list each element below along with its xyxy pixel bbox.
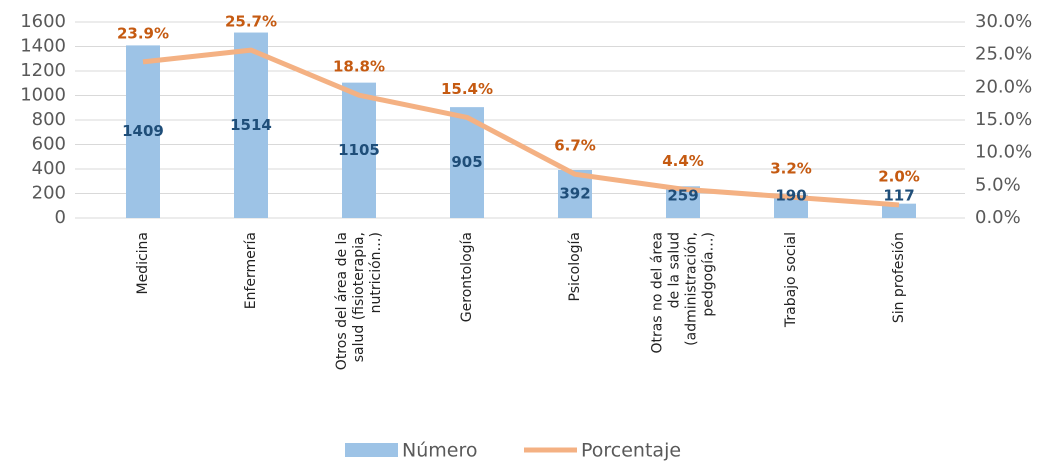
bar: [126, 45, 160, 219]
y2-tick-label: 5.0%: [975, 174, 1021, 195]
line-value-label: 3.2%: [770, 160, 812, 178]
x-tick-label: Medicina: [135, 232, 151, 295]
y2-tick-label: 15.0%: [975, 109, 1032, 130]
y-tick-label: 1200: [20, 60, 66, 81]
bar: [234, 32, 268, 218]
y-tick-label: 1600: [20, 11, 66, 32]
y-tick-label: 1000: [20, 85, 66, 106]
line-value-label: 15.4%: [441, 80, 493, 98]
bar: [342, 82, 376, 218]
bar-value-label: 1105: [338, 141, 380, 159]
y-tick-label: 800: [32, 109, 66, 130]
x-tick-label: Trabajo social: [783, 232, 799, 328]
line-value-label: 25.7%: [225, 13, 277, 31]
line: [142, 47, 900, 208]
line-value-label: 2.0%: [878, 167, 920, 185]
y-tick-label: 200: [32, 183, 66, 204]
line-value-label: 4.4%: [662, 152, 704, 170]
line-value-label: 6.7%: [554, 137, 596, 155]
y2-tick-label: 30.0%: [975, 11, 1032, 32]
legend-label: Porcentaje: [581, 440, 681, 462]
legend-label: Número: [402, 440, 477, 462]
bar-value-label: 392: [559, 184, 590, 202]
x-tick-label: Otros del área de lasalud (fisioterapia,…: [334, 232, 384, 370]
x-tick-label: Enfermería: [243, 232, 259, 309]
line-value-label: 18.8%: [333, 58, 385, 76]
bar-value-label: 117: [883, 187, 914, 205]
y-tick-label: 400: [32, 158, 66, 179]
x-tick-label: Otras no del áreade la salud(administrac…: [650, 232, 717, 354]
y-tick-label: 0: [55, 207, 66, 228]
bar: [882, 203, 916, 218]
legend-swatch: [345, 443, 398, 457]
x-tick-label: Gerontología: [459, 232, 475, 322]
bar-value-label: 1514: [230, 116, 272, 134]
x-tick-label: Sin profesión: [891, 232, 907, 323]
x-tick-label: Psicología: [567, 232, 583, 301]
bar-value-label: 1409: [122, 122, 164, 140]
bar-value-label: 259: [667, 187, 698, 205]
bar-value-label: 905: [451, 153, 482, 171]
bar-value-label: 190: [775, 187, 806, 205]
line-value-label: 23.9%: [117, 24, 169, 42]
bar: [774, 194, 808, 218]
y2-tick-label: 10.0%: [975, 142, 1032, 163]
y-tick-label: 1400: [20, 36, 66, 57]
y2-tick-label: 25.0%: [975, 44, 1032, 65]
y2-tick-label: 0.0%: [975, 207, 1021, 228]
y-tick-label: 600: [32, 134, 66, 155]
y2-tick-label: 20.0%: [975, 76, 1032, 97]
